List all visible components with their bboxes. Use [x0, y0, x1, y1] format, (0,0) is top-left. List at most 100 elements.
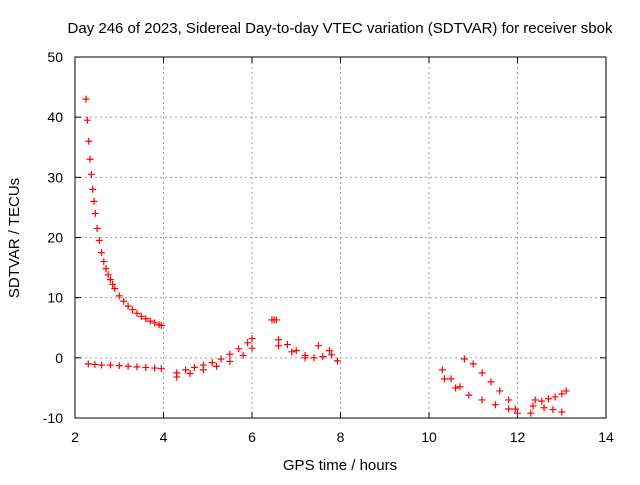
data-point-band-4-6: [182, 366, 190, 374]
x-tick-label: 8: [337, 429, 345, 445]
data-point-segment-6.3-7.9: [314, 342, 322, 350]
data-point-segment-10-12: [438, 366, 446, 374]
data-point-segment-10-12: [452, 384, 460, 392]
x-axis-label: GPS time / hours: [283, 457, 397, 474]
data-point-baseline: [157, 365, 165, 373]
plot-frame: [74, 56, 607, 419]
data-point-segment-12-13: [558, 390, 566, 398]
data-point-decay: [89, 185, 97, 193]
data-point-segment-6.3-7.9: [333, 357, 341, 365]
data-point-segment-6.3-7.9: [275, 342, 283, 350]
data-point-segment-6.3-7.9: [272, 316, 280, 324]
data-point-decay: [157, 321, 165, 329]
y-tick-label: 30: [47, 169, 63, 185]
y-tick-label: 0: [55, 350, 63, 366]
data-point-band-4-6: [248, 335, 256, 343]
data-point-segment-6.3-7.9: [310, 354, 318, 362]
data-point-segment-12-13: [540, 404, 548, 412]
data-point-segment-10-12: [511, 405, 519, 413]
data-point-segment-6.3-7.9: [288, 348, 296, 356]
data-point-band-4-6: [226, 350, 234, 358]
data-point-segment-10-12: [465, 391, 473, 399]
data-point-band-4-6: [217, 355, 225, 363]
data-point-segment-12-13: [558, 408, 566, 416]
data-point-band-4-6: [226, 357, 234, 365]
data-point-decay: [82, 95, 90, 103]
x-tick-label: 2: [71, 429, 79, 445]
data-point-segment-10-12: [514, 409, 521, 417]
data-point-baseline: [142, 363, 150, 371]
data-point-band-4-6: [213, 362, 221, 370]
x-tick-label: 14: [598, 429, 614, 445]
data-point-segment-12-13: [551, 393, 559, 401]
chart-title: Day 246 of 2023, Sidereal Day-to-day VTE…: [68, 20, 613, 37]
data-point-decay: [102, 265, 110, 273]
y-tick-label: -10: [43, 410, 63, 426]
data-point-decay: [86, 155, 94, 163]
data-point-segment-6.3-7.9: [328, 351, 336, 359]
data-point-segment-10-12: [469, 360, 477, 368]
data-point-decay: [90, 197, 98, 205]
data-point-band-4-6: [239, 351, 247, 359]
data-point-segment-6.3-7.9: [292, 347, 300, 355]
data-point-decay: [95, 237, 103, 245]
data-point-band-4-6: [186, 369, 194, 377]
x-tick-label: 6: [248, 429, 256, 445]
data-point-decay: [124, 302, 132, 310]
grid-layer: [75, 57, 606, 418]
data-point-segment-10-12: [478, 396, 486, 404]
data-point-segment-12-13: [544, 395, 552, 403]
data-point-baseline: [151, 364, 159, 372]
data-point-segment-12-13: [527, 409, 535, 417]
data-point-segment-6.3-7.9: [319, 353, 327, 361]
y-axis-label: SDTVAR / TECUs: [6, 178, 23, 298]
data-point-segment-10-12: [460, 355, 468, 363]
data-point-baseline: [133, 363, 141, 371]
data-point-decay: [111, 285, 119, 293]
data-point-segment-10-12: [440, 375, 448, 383]
data-point-decay: [129, 306, 137, 314]
data-point-segment-6.3-7.9: [283, 341, 291, 349]
data-point-baseline: [115, 362, 123, 370]
y-tick-label: 40: [47, 109, 63, 125]
y-tick-label: 20: [47, 230, 63, 246]
x-tick-label: 12: [510, 429, 526, 445]
data-point-segment-10-12: [505, 405, 513, 413]
y-tick-label: 50: [47, 49, 63, 65]
data-point-band-4-6: [199, 366, 207, 374]
data-point-band-4-6: [190, 363, 198, 371]
data-point-segment-10-12: [496, 387, 504, 395]
data-point-segment-10-12: [447, 375, 455, 383]
data-point-baseline: [84, 360, 92, 368]
data-point-segment-10-12: [491, 401, 499, 409]
data-point-decay: [115, 292, 123, 300]
data-point-segment-6.3-7.9: [301, 354, 309, 362]
data-point-decay: [146, 317, 154, 325]
data-point-decay: [85, 137, 93, 145]
data-point-baseline: [98, 361, 106, 369]
data-point-decay: [83, 116, 91, 124]
data-point-segment-12-13: [538, 397, 546, 405]
y-tick-label: 10: [47, 290, 63, 306]
data-point-decay: [142, 315, 150, 323]
x-tick-label: 4: [160, 429, 168, 445]
marks-layer: [82, 95, 570, 417]
data-point-segment-10-12: [505, 396, 513, 404]
data-point-decay: [87, 170, 95, 178]
data-point-decay: [98, 249, 106, 257]
data-point-segment-10-12: [478, 369, 486, 377]
data-point-decay: [151, 319, 159, 327]
label-layer: 2 4 6 8 10 12 14 -10 0 10 20 30 40 50: [43, 49, 614, 445]
data-point-decay: [104, 271, 112, 279]
data-point-band-4-6: [235, 345, 243, 353]
data-point-decay: [91, 209, 99, 217]
data-point-band-4-6: [248, 344, 256, 352]
data-point-decay: [137, 312, 145, 320]
data-point-segment-10-12: [456, 383, 464, 391]
data-point-decay: [93, 224, 101, 232]
data-point-segment-12-13: [529, 402, 537, 410]
data-point-segment-12-13: [549, 406, 557, 414]
x-tick-label: 10: [421, 429, 437, 445]
